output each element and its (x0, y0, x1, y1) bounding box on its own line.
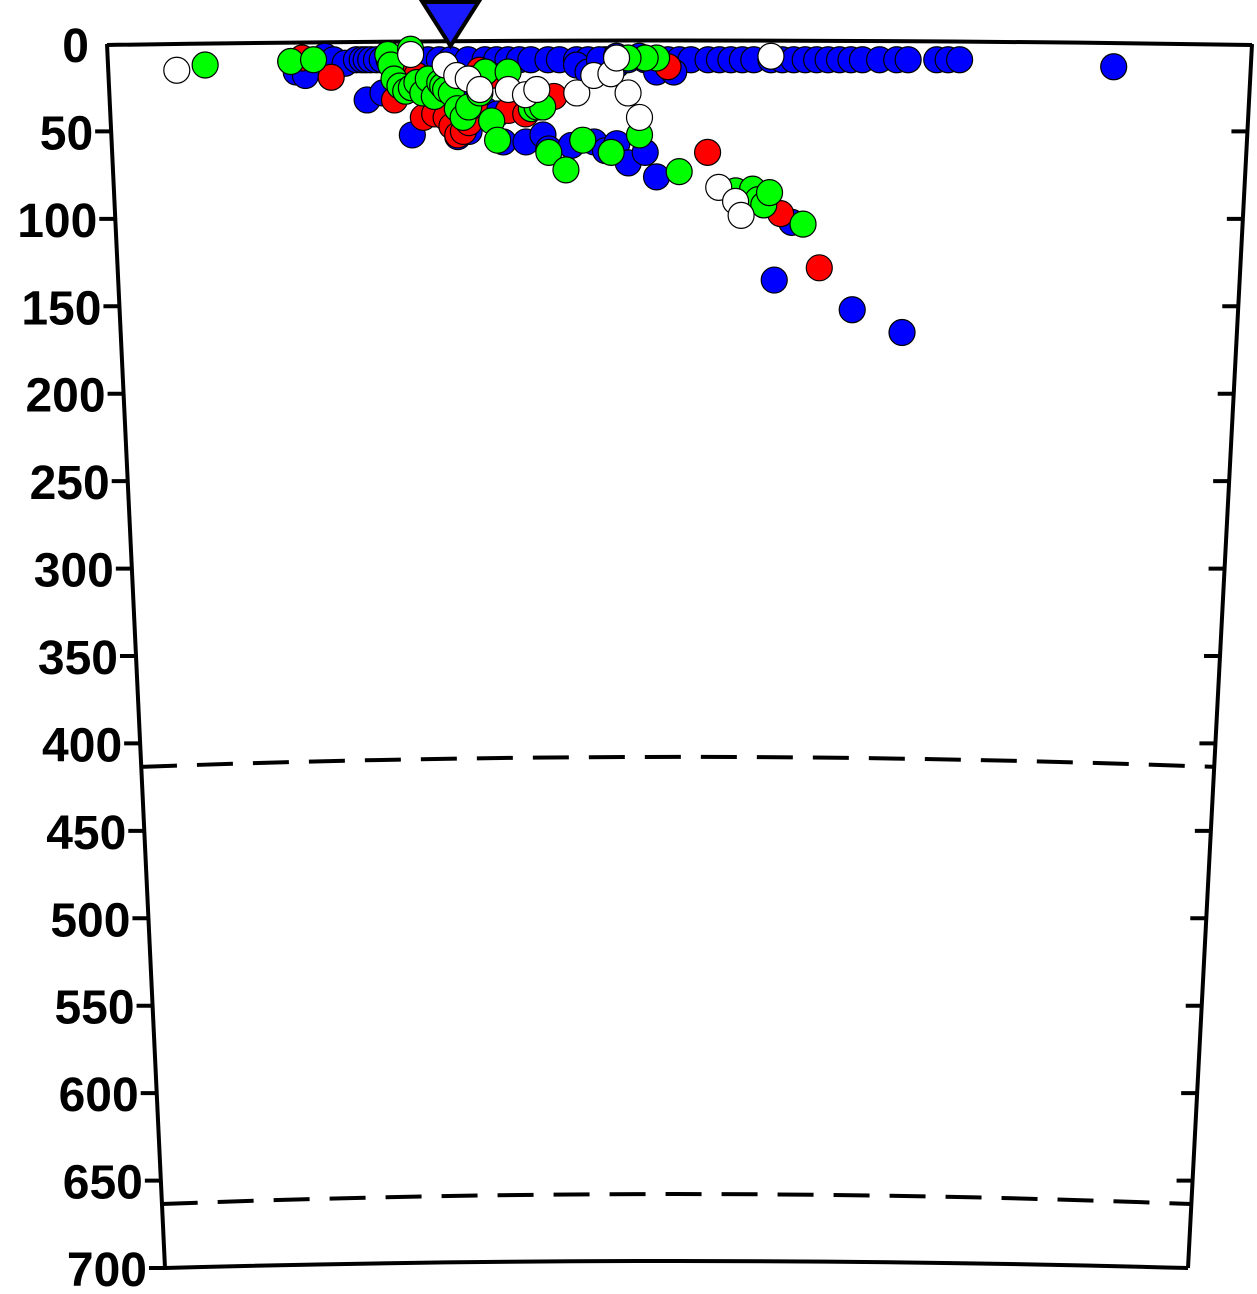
data-point (602, 44, 631, 72)
y-tick-label: 350 (38, 632, 118, 685)
station-marker (418, 0, 483, 50)
data-point (1100, 53, 1128, 81)
data-point (397, 40, 425, 69)
data-points (163, 35, 1128, 347)
data-point (317, 63, 345, 91)
data-point (552, 156, 580, 184)
data-point (755, 179, 784, 207)
y-tick-label: 600 (59, 1069, 139, 1122)
y-tick-label: 50 (40, 107, 93, 160)
data-point (569, 126, 597, 154)
y-tick-label: 300 (34, 545, 114, 598)
y-tick-label: 150 (21, 282, 101, 335)
data-point (523, 75, 551, 104)
data-point (625, 103, 654, 132)
reference-lines (140, 754, 1215, 1207)
data-point (789, 210, 817, 238)
data-point (946, 46, 974, 74)
reference-line-1 (161, 1192, 1192, 1207)
data-point (727, 201, 755, 229)
y-tick-label: 550 (54, 982, 134, 1035)
data-point (642, 163, 671, 191)
y-tick-label: 400 (42, 719, 122, 772)
reference-line-0 (140, 754, 1215, 769)
data-point (483, 126, 512, 154)
data-point (163, 56, 191, 84)
station-marker-group (418, 0, 483, 50)
y-tick-label: 200 (25, 370, 105, 423)
data-point (191, 51, 219, 79)
data-point (805, 254, 833, 282)
data-point (277, 47, 305, 76)
data-point (614, 79, 642, 107)
data-point (757, 42, 785, 70)
plot-frame-bottom (164, 1259, 1189, 1270)
y-axis: 0 50 100 150 200 250 300 350 400 450 500 550 600 650 7… (17, 20, 1248, 1294)
data-point (693, 138, 722, 167)
y-tick-label: 0 (62, 20, 89, 73)
y-tick-label: 450 (46, 807, 126, 860)
plot-frame (105, 38, 1254, 1270)
y-tick-label: 700 (67, 1244, 147, 1294)
data-point (466, 75, 494, 104)
data-point (563, 79, 591, 107)
y-tick-label: 100 (17, 195, 97, 248)
y-tick-label: 650 (63, 1157, 143, 1210)
data-point (535, 138, 563, 167)
data-point (597, 138, 625, 167)
data-point (888, 318, 916, 347)
data-point (299, 46, 328, 74)
y-tick-label: 250 (30, 457, 110, 510)
data-point (894, 46, 922, 74)
data-point (760, 266, 788, 294)
data-point (665, 158, 693, 186)
data-point (838, 296, 866, 324)
y-tick-label: 500 (50, 894, 130, 947)
plot-frame-top (106, 38, 1253, 47)
